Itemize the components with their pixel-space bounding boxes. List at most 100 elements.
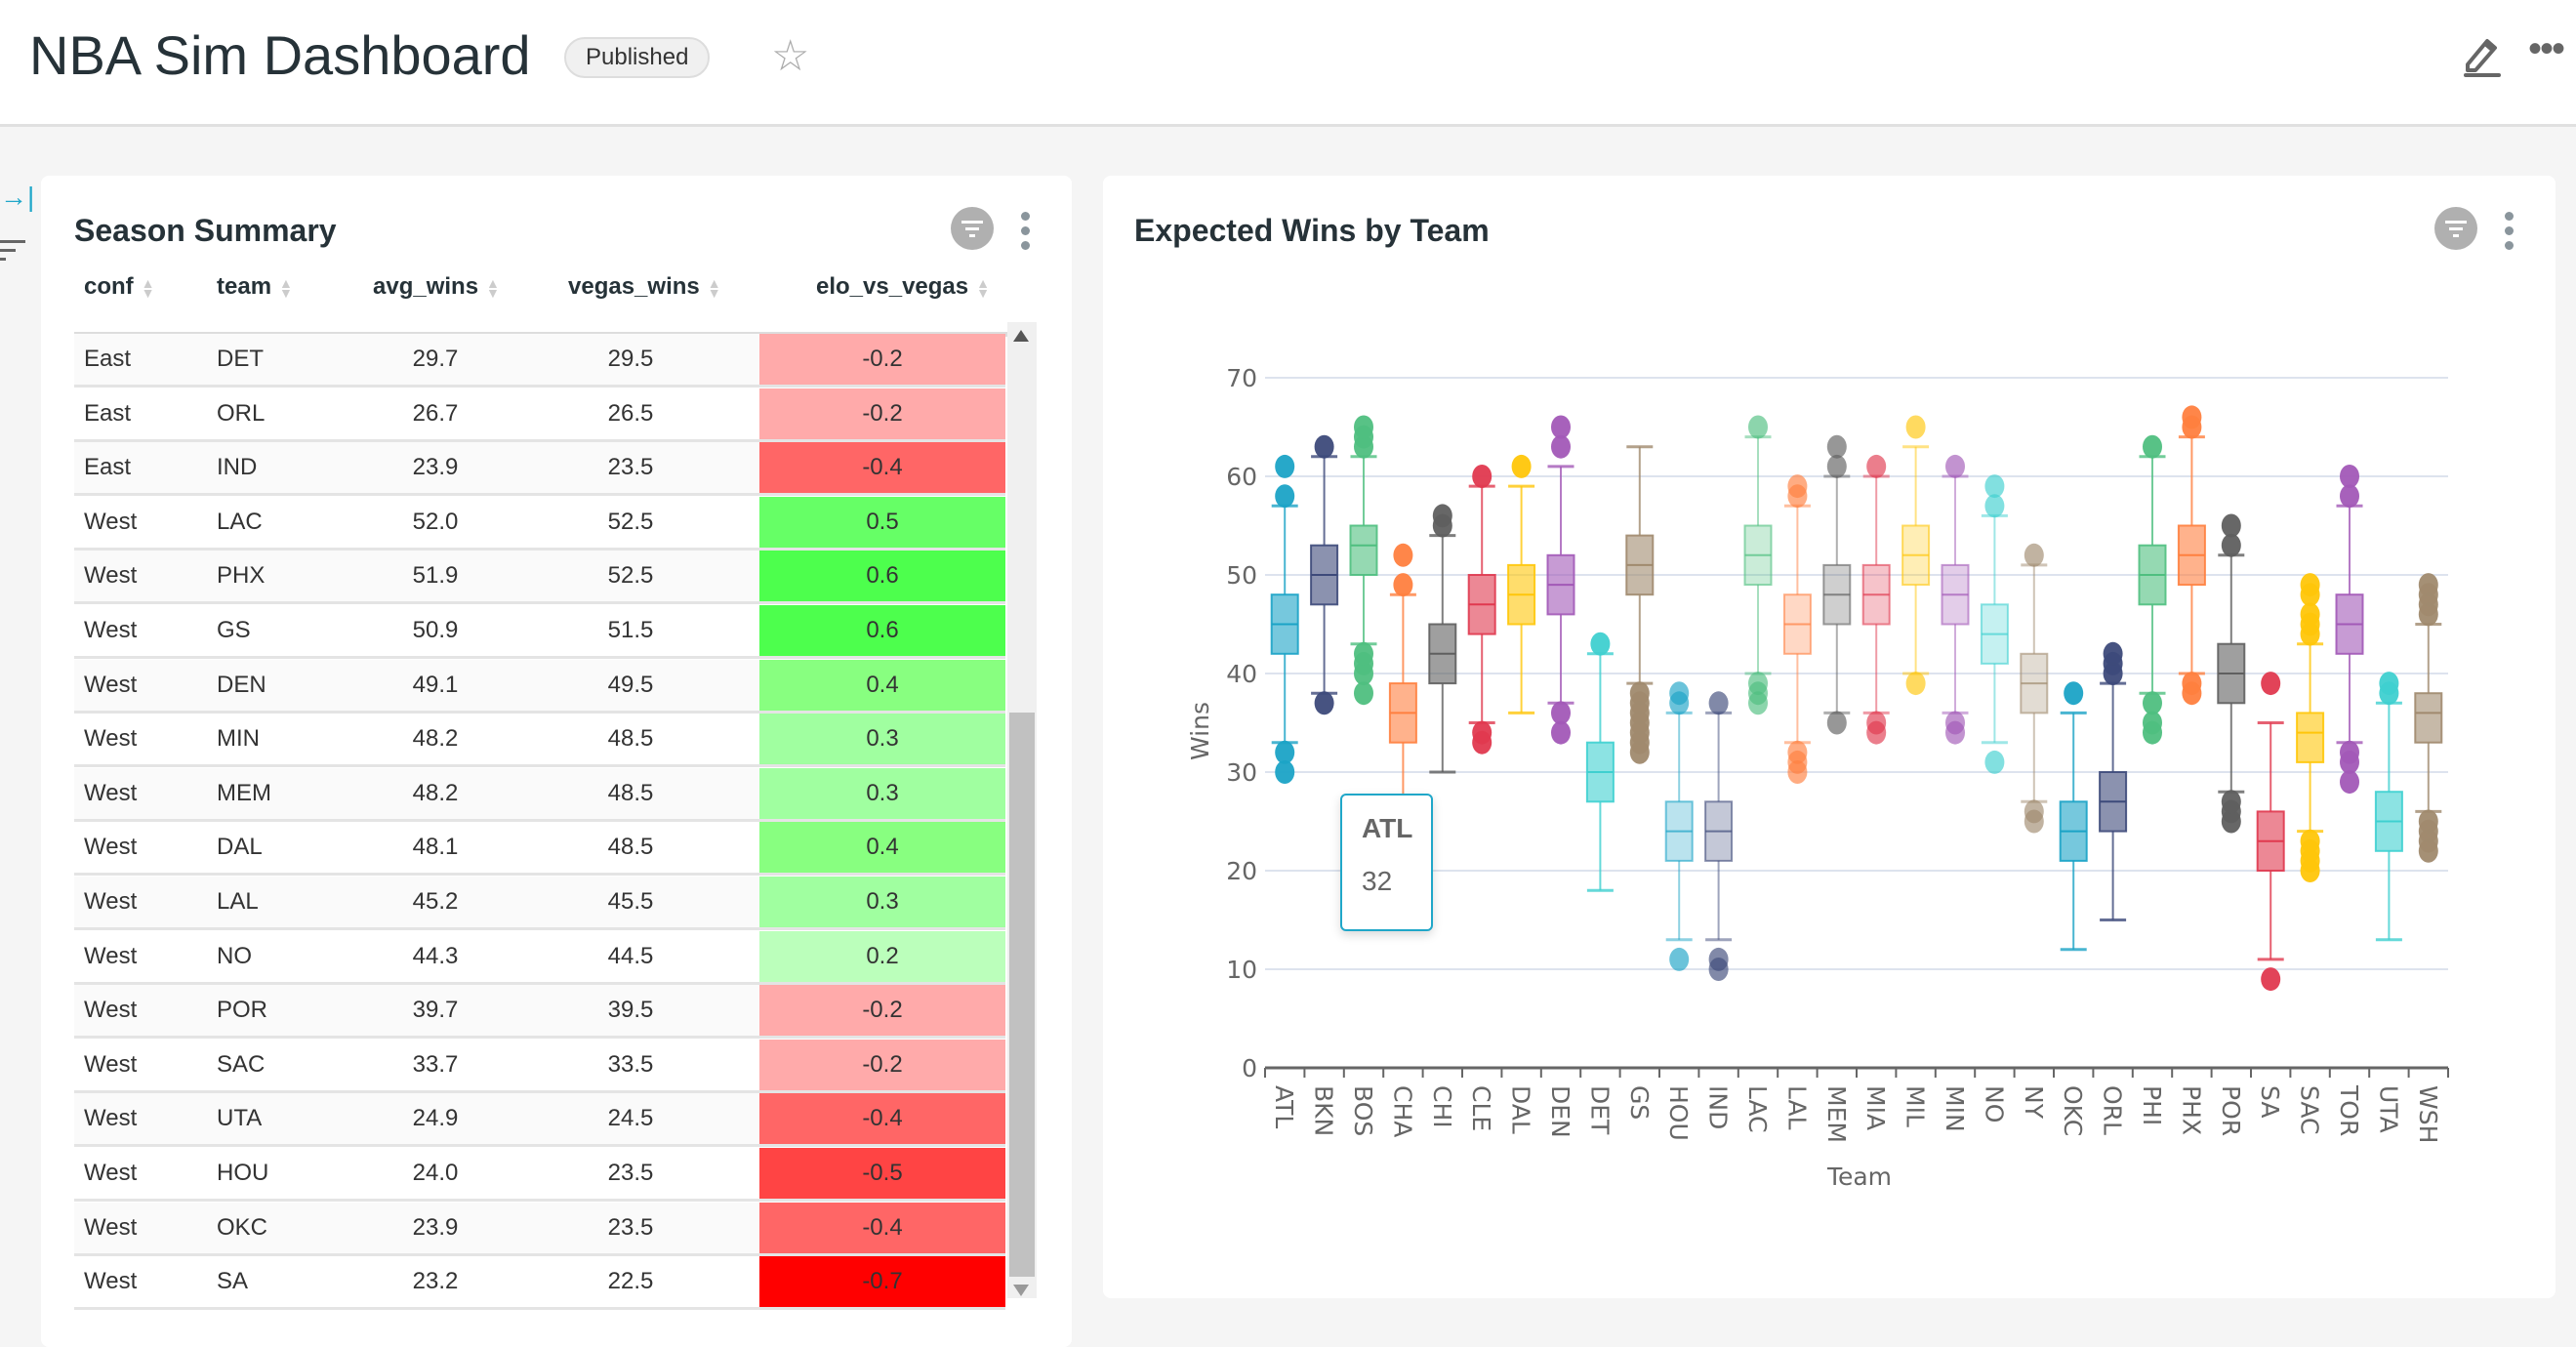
table-row[interactable]: West NO 44.3 44.5 0.2 <box>74 930 1005 985</box>
column-header-team[interactable]: team ▲ ▼ <box>217 273 293 301</box>
scrollbar-thumb[interactable] <box>1009 713 1035 1277</box>
outlier-point <box>1393 543 1413 567</box>
team-cell: OKC <box>217 1213 268 1241</box>
outlier-point <box>2143 434 2162 459</box>
x-tick-label: ATL <box>1270 1085 1298 1128</box>
conf-cell: West <box>84 834 138 861</box>
edit-icon[interactable] <box>2462 33 2503 78</box>
outlier-point <box>2300 602 2320 627</box>
scroll-down-icon[interactable] <box>1013 1285 1029 1296</box>
kebab-menu-icon[interactable] <box>1021 212 1031 256</box>
elo-vs-vegas-cell: 0.5 <box>759 496 1005 548</box>
x-tick-label: NO <box>1980 1085 2008 1122</box>
outlier-point <box>1275 454 1295 478</box>
outlier-point <box>1472 465 1492 488</box>
x-tick-label: WSH <box>2414 1085 2442 1143</box>
column-header-vegas_wins[interactable]: vegas_wins ▲ ▼ <box>568 273 721 301</box>
table-row[interactable]: West LAL 45.2 45.5 0.3 <box>74 877 1005 930</box>
outlier-point <box>2221 533 2241 557</box>
elo-vs-vegas-cell: 0.4 <box>759 822 1005 874</box>
table-row[interactable]: West LAC 52.0 52.5 0.5 <box>74 496 1005 551</box>
team-cell: LAC <box>217 508 263 535</box>
filter-icon[interactable] <box>2434 207 2477 250</box>
collapse-icon[interactable]: →| <box>0 182 35 212</box>
outlier-point <box>1275 760 1295 784</box>
chart-tooltip: ATL 32 <box>1340 794 1433 931</box>
table-row[interactable]: West SA 23.2 22.5 -0.7 <box>74 1256 1005 1311</box>
tooltip-title: ATL <box>1362 813 1413 843</box>
table-row[interactable]: West DEN 49.1 49.5 0.4 <box>74 659 1005 714</box>
sort-icon[interactable]: ▲ ▼ <box>279 274 293 301</box>
outlier-point <box>2340 740 2359 764</box>
table-row[interactable]: East IND 23.9 23.5 -0.4 <box>74 442 1005 497</box>
vegas-wins-cell: 24.5 <box>607 1105 654 1132</box>
scroll-up-icon[interactable] <box>1013 330 1029 342</box>
team-cell: NO <box>217 942 252 969</box>
elo-vs-vegas-cell: -0.4 <box>759 1093 1005 1145</box>
team-cell: POR <box>217 997 268 1024</box>
table-row[interactable]: West PHX 51.9 52.5 0.6 <box>74 551 1005 605</box>
conf-cell: West <box>84 888 138 915</box>
outlier-point <box>1511 454 1532 478</box>
table-row[interactable]: West HOU 24.0 23.5 -0.5 <box>74 1148 1005 1202</box>
elo-vs-vegas-cell: -0.2 <box>759 1039 1005 1090</box>
star-icon[interactable]: ☆ <box>771 32 810 80</box>
table-row[interactable]: East ORL 26.7 26.5 -0.2 <box>74 388 1005 442</box>
table-row[interactable]: West POR 39.7 39.5 -0.2 <box>74 985 1005 1040</box>
avg-wins-cell: 24.9 <box>412 1105 459 1132</box>
column-header-avg_wins[interactable]: avg_wins ▲ ▼ <box>373 273 500 301</box>
vegas-wins-cell: 33.5 <box>607 1050 654 1078</box>
table-row[interactable]: West DAL 48.1 48.5 0.4 <box>74 822 1005 877</box>
vegas-wins-cell: 48.5 <box>607 779 654 806</box>
column-label: elo_vs_vegas <box>816 273 969 300</box>
table-row[interactable]: West MIN 48.2 48.5 0.3 <box>74 714 1005 768</box>
x-tick-label: MEM <box>1822 1085 1851 1143</box>
sort-icon[interactable]: ▲ ▼ <box>976 274 990 301</box>
x-tick-label: CHI <box>1428 1085 1456 1128</box>
sort-icon[interactable]: ▲ ▼ <box>707 274 721 301</box>
outlier-point <box>1945 454 1965 478</box>
vegas-wins-cell: 26.5 <box>607 399 654 427</box>
outlier-point <box>1354 415 1373 439</box>
column-header-conf[interactable]: conf ▲ ▼ <box>84 273 155 301</box>
vegas-wins-cell: 29.5 <box>607 346 654 372</box>
team-cell: GS <box>217 617 251 643</box>
outlier-point <box>1669 681 1690 706</box>
sort-icon[interactable]: ▲ ▼ <box>141 274 155 301</box>
sort-icon[interactable]: ▲ ▼ <box>486 274 500 301</box>
team-cell: MEM <box>217 779 271 806</box>
status-badge[interactable]: Published <box>564 37 711 78</box>
avg-wins-cell: 23.2 <box>412 1268 459 1295</box>
avg-wins-cell: 48.2 <box>412 725 459 753</box>
outlier-point <box>1275 484 1295 509</box>
team-cell: LAL <box>217 888 259 915</box>
table-row[interactable]: West MEM 48.2 48.5 0.3 <box>74 767 1005 822</box>
outlier-point <box>1787 474 1808 499</box>
elo-vs-vegas-cell: 0.3 <box>759 714 1005 765</box>
avg-wins-cell: 50.9 <box>412 617 459 643</box>
y-axis-label: Wins <box>1186 702 1214 760</box>
outlier-point <box>1432 504 1452 528</box>
table-row[interactable]: East DET 29.7 29.5 -0.2 <box>74 334 1005 388</box>
conf-cell: West <box>84 1105 138 1132</box>
filter-icon[interactable] <box>951 207 994 250</box>
outlier-point <box>1393 573 1413 597</box>
avg-wins-cell: 23.9 <box>412 1213 459 1241</box>
outlier-point <box>1551 434 1571 459</box>
conf-cell: West <box>84 1268 138 1295</box>
table-row[interactable]: West UTA 24.9 24.5 -0.4 <box>74 1093 1005 1148</box>
kebab-menu-icon[interactable] <box>2505 212 2515 256</box>
conf-cell: West <box>84 617 138 643</box>
filter-icon[interactable] <box>0 240 25 266</box>
elo-vs-vegas-cell: -0.2 <box>759 388 1005 439</box>
table-row[interactable]: West OKC 23.9 23.5 -0.4 <box>74 1202 1005 1256</box>
table-row[interactable]: West GS 50.9 51.5 0.6 <box>74 605 1005 659</box>
vegas-wins-cell: 52.5 <box>607 508 654 535</box>
outlier-point <box>2418 573 2438 597</box>
outlier-point <box>2143 691 2162 715</box>
x-axis-label: Team <box>1826 1163 1892 1191</box>
vegas-wins-cell: 48.5 <box>607 725 654 753</box>
conf-cell: West <box>84 779 138 806</box>
table-row[interactable]: West SAC 33.7 33.5 -0.2 <box>74 1039 1005 1093</box>
column-header-elo_vs_vegas[interactable]: elo_vs_vegas ▲ ▼ <box>816 273 990 301</box>
